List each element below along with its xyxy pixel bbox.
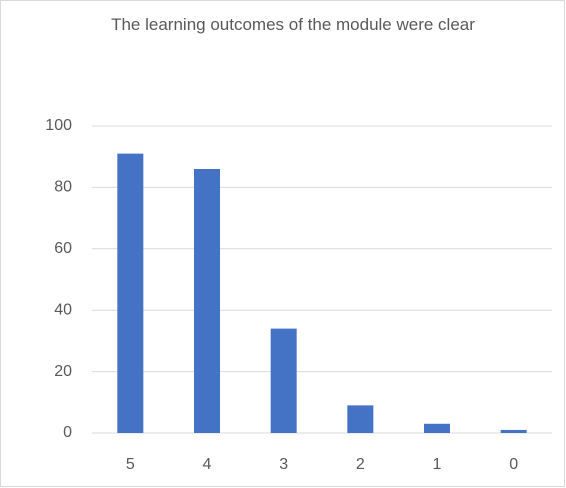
bar [500, 429, 527, 433]
bar [424, 423, 450, 433]
x-tick-label: 3 [279, 456, 288, 473]
bar [270, 328, 297, 433]
x-tick-label: 0 [509, 456, 518, 473]
bar [347, 405, 374, 433]
chart-title: The learning outcomes of the module were… [111, 15, 475, 34]
x-tick-label: 4 [203, 456, 212, 473]
y-tick-label: 80 [54, 179, 72, 196]
y-tick-label: 60 [54, 240, 72, 257]
y-tick-label: 20 [54, 363, 72, 380]
x-tick-label: 5 [126, 456, 135, 473]
x-tick-label: 2 [356, 456, 365, 473]
y-tick-label: 0 [63, 424, 72, 441]
y-tick-label: 40 [54, 301, 72, 318]
bar [117, 153, 144, 433]
y-tick-label: 100 [45, 117, 72, 134]
bar [194, 168, 220, 434]
x-tick-label: 1 [433, 456, 442, 473]
